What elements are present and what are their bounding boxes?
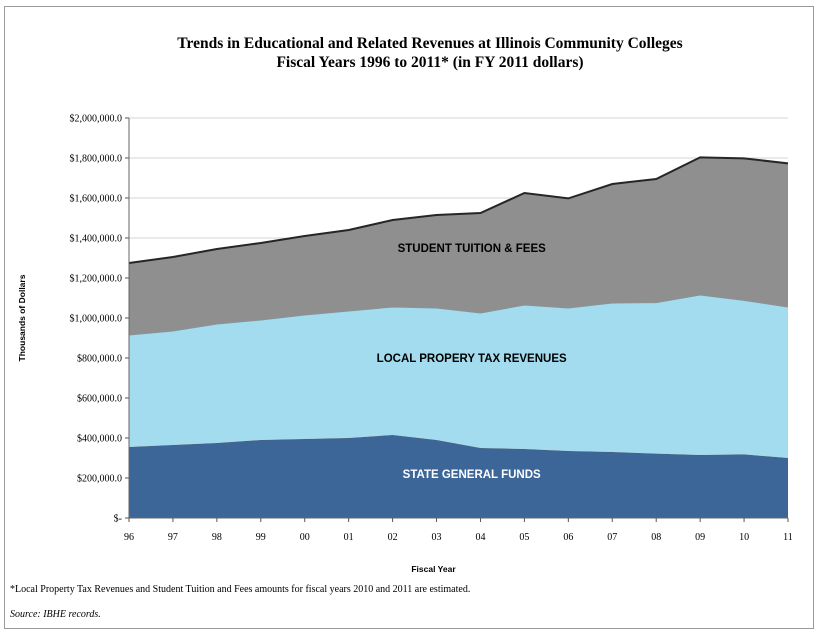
- x-tick-label: 02: [388, 532, 398, 543]
- area-tuition: [129, 157, 788, 335]
- stacked-areas: [128, 156, 789, 518]
- source-note: Source: IBHE records.: [10, 609, 101, 620]
- area-state: [129, 435, 788, 518]
- area-edge-tuition: [128, 156, 789, 264]
- y-tick-label: $-: [114, 514, 122, 525]
- x-tick-label: 10: [739, 532, 749, 543]
- x-tick-label: 09: [695, 532, 705, 543]
- y-tick-label: $1,000,000.0: [70, 314, 123, 325]
- y-tick-label: $400,000.0: [77, 434, 122, 445]
- y-tick-label: $600,000.0: [77, 394, 122, 405]
- x-tick-label: 06: [563, 532, 573, 543]
- x-axis-title: Fiscal Year: [411, 564, 456, 574]
- x-tick-label: 96: [124, 532, 134, 543]
- x-tick-label: 99: [256, 532, 266, 543]
- x-tick-label: 07: [607, 532, 617, 543]
- chart-title: Trends in Educational and Related Revenu…: [177, 35, 683, 52]
- chart-frame: [4, 6, 814, 629]
- x-tick-label: 11: [783, 532, 793, 543]
- x-tick-label: 98: [212, 532, 222, 543]
- footnote: *Local Property Tax Revenues and Student…: [10, 584, 471, 595]
- y-tick-label: $1,600,000.0: [70, 194, 123, 205]
- y-tick-label: $800,000.0: [77, 354, 122, 365]
- chart-subtitle: Fiscal Years 1996 to 2011* (in FY 2011 d…: [276, 54, 584, 71]
- x-tick-label: 97: [168, 532, 178, 543]
- series-label-state: STATE GENERAL FUNDS: [403, 469, 541, 481]
- series-label-tuition: STUDENT TUITION & FEES: [398, 243, 547, 255]
- axes: $- $200,000.0 $400,000.0 $600,000.0 $800,000…: [70, 114, 793, 544]
- y-tick-label: $2,000,000.0: [70, 114, 123, 125]
- y-tick-label: $200,000.0: [77, 474, 122, 485]
- x-tick-label: 01: [344, 532, 354, 543]
- x-tick-label: 00: [300, 532, 310, 543]
- series-labels: STATE GENERAL FUNDS LOCAL PROPERY TAX REV…: [377, 243, 567, 481]
- y-tick-label: $1,400,000.0: [70, 234, 123, 245]
- x-tick-label: 04: [475, 532, 485, 543]
- y-axis-title: Thousands of Dollars: [17, 274, 27, 361]
- x-tick-label: 05: [519, 532, 529, 543]
- y-tick-label: $1,200,000.0: [70, 274, 123, 285]
- x-tick-label: 03: [432, 532, 442, 543]
- x-tick-label: 08: [651, 532, 661, 543]
- area-local: [129, 295, 788, 458]
- series-label-local: LOCAL PROPERY TAX REVENUES: [377, 353, 567, 365]
- y-tick-label: $1,800,000.0: [70, 154, 123, 165]
